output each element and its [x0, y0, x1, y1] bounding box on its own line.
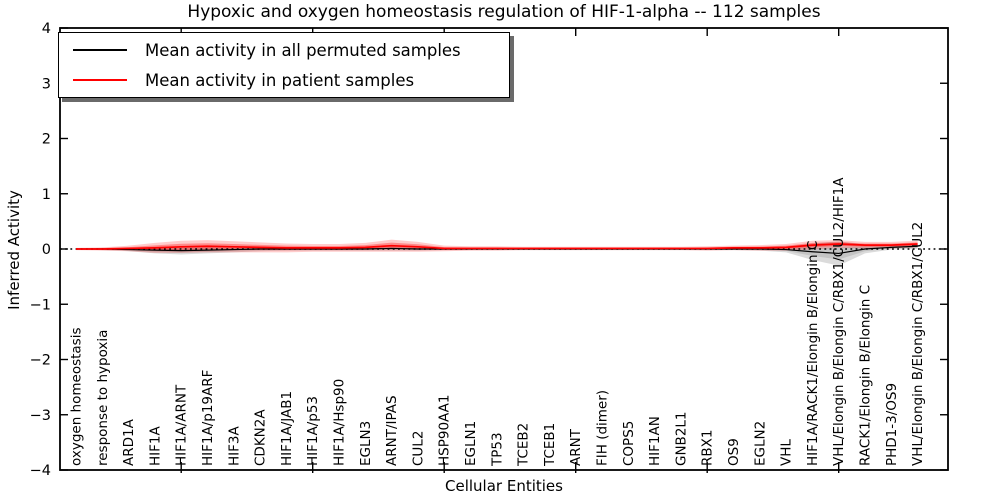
category-label: VHL/Elongin B/Elongin C/RBX1/CUL2 [910, 222, 926, 466]
patient-mean-line [76, 243, 918, 250]
y-tick-label: 0 [42, 242, 51, 258]
legend-label-permuted: Mean activity in all permuted samples [145, 40, 461, 60]
category-label: HIF1AN [647, 416, 663, 466]
category-label: TP53 [489, 432, 505, 467]
legend-label-patient: Mean activity in patient samples [145, 70, 415, 90]
category-label: HSP90AA1 [437, 395, 453, 466]
chart-title: Hypoxic and oxygen homeostasis regulatio… [187, 2, 821, 22]
category-label: CDKN2A [253, 409, 269, 466]
category-label: CUL2 [410, 431, 426, 466]
category-label: response to hypoxia [95, 330, 111, 466]
y-tick-label: −3 [30, 408, 51, 424]
category-label: EGLN2 [752, 421, 768, 466]
category-label: COPS5 [621, 421, 637, 466]
category-label: ARNT/IPAS [384, 395, 400, 466]
category-label: EGLN1 [463, 421, 479, 466]
category-label: OS9 [726, 438, 742, 466]
category-label: HIF1A/p53 [305, 396, 321, 466]
category-label: HIF1A/p19ARF [200, 370, 216, 466]
y-tick-label: −2 [30, 353, 51, 369]
legend-line-permuted-icon [73, 49, 127, 51]
category-label: PHD1-3/OS9 [884, 383, 900, 466]
y-tick-label: −1 [30, 297, 51, 313]
category-label: VHL/Elongin B/Elongin C/RBX1/CUL2/HIF1A [831, 177, 847, 466]
legend-item-permuted: Mean activity in all permuted samples [59, 41, 509, 60]
category-label: oxygen homeostasis [69, 328, 85, 467]
x-axis-label: Cellular Entities [445, 477, 563, 495]
category-label: FIH (dimer) [595, 390, 611, 466]
category-label: RACK1/Elongin B/Elongin C [858, 285, 874, 466]
category-label: TCEB2 [516, 423, 532, 467]
category-label: HIF3A [226, 426, 242, 466]
y-tick-label: 3 [42, 76, 51, 92]
category-label: RBX1 [700, 430, 716, 466]
category-label: HIF1A/RACK1/Elongin B/Elongin C [805, 241, 821, 466]
category-label: TCEB1 [542, 423, 558, 467]
category-label: EGLN3 [358, 421, 374, 466]
y-tick-label: 1 [42, 187, 51, 203]
category-label: HIF1A/ARNT [174, 384, 190, 466]
category-label: ARNT [568, 428, 584, 466]
y-tick-label: 4 [42, 21, 51, 37]
y-axis-label: Inferred Activity [5, 190, 23, 310]
category-label: HIF1A [147, 426, 163, 466]
category-label: HIF1A/Hsp90 [332, 379, 348, 466]
y-tick-label: 2 [42, 132, 51, 148]
category-label: ARD1A [121, 418, 137, 466]
y-tick-label: −4 [30, 463, 51, 479]
legend-item-patient: Mean activity in patient samples [59, 71, 509, 90]
legend-line-patient-icon [73, 79, 127, 81]
legend: Mean activity in all permuted samples Me… [58, 32, 510, 98]
category-label: HIF1A/JAB1 [279, 391, 295, 466]
category-label: GNB2L1 [673, 411, 689, 466]
category-label: VHL [779, 439, 795, 466]
